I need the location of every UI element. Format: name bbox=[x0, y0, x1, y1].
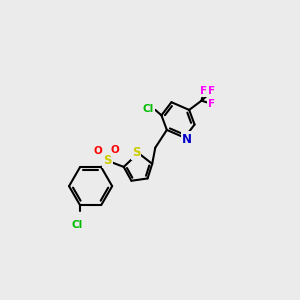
Text: N: N bbox=[182, 133, 192, 146]
Text: S: S bbox=[132, 146, 140, 159]
Text: Cl: Cl bbox=[143, 104, 154, 114]
Text: O: O bbox=[94, 146, 103, 157]
Text: F: F bbox=[200, 86, 207, 96]
Text: Cl: Cl bbox=[71, 220, 82, 230]
Text: O: O bbox=[111, 145, 120, 155]
Text: F: F bbox=[208, 99, 215, 109]
Text: S: S bbox=[103, 154, 112, 167]
Text: F: F bbox=[208, 86, 215, 96]
